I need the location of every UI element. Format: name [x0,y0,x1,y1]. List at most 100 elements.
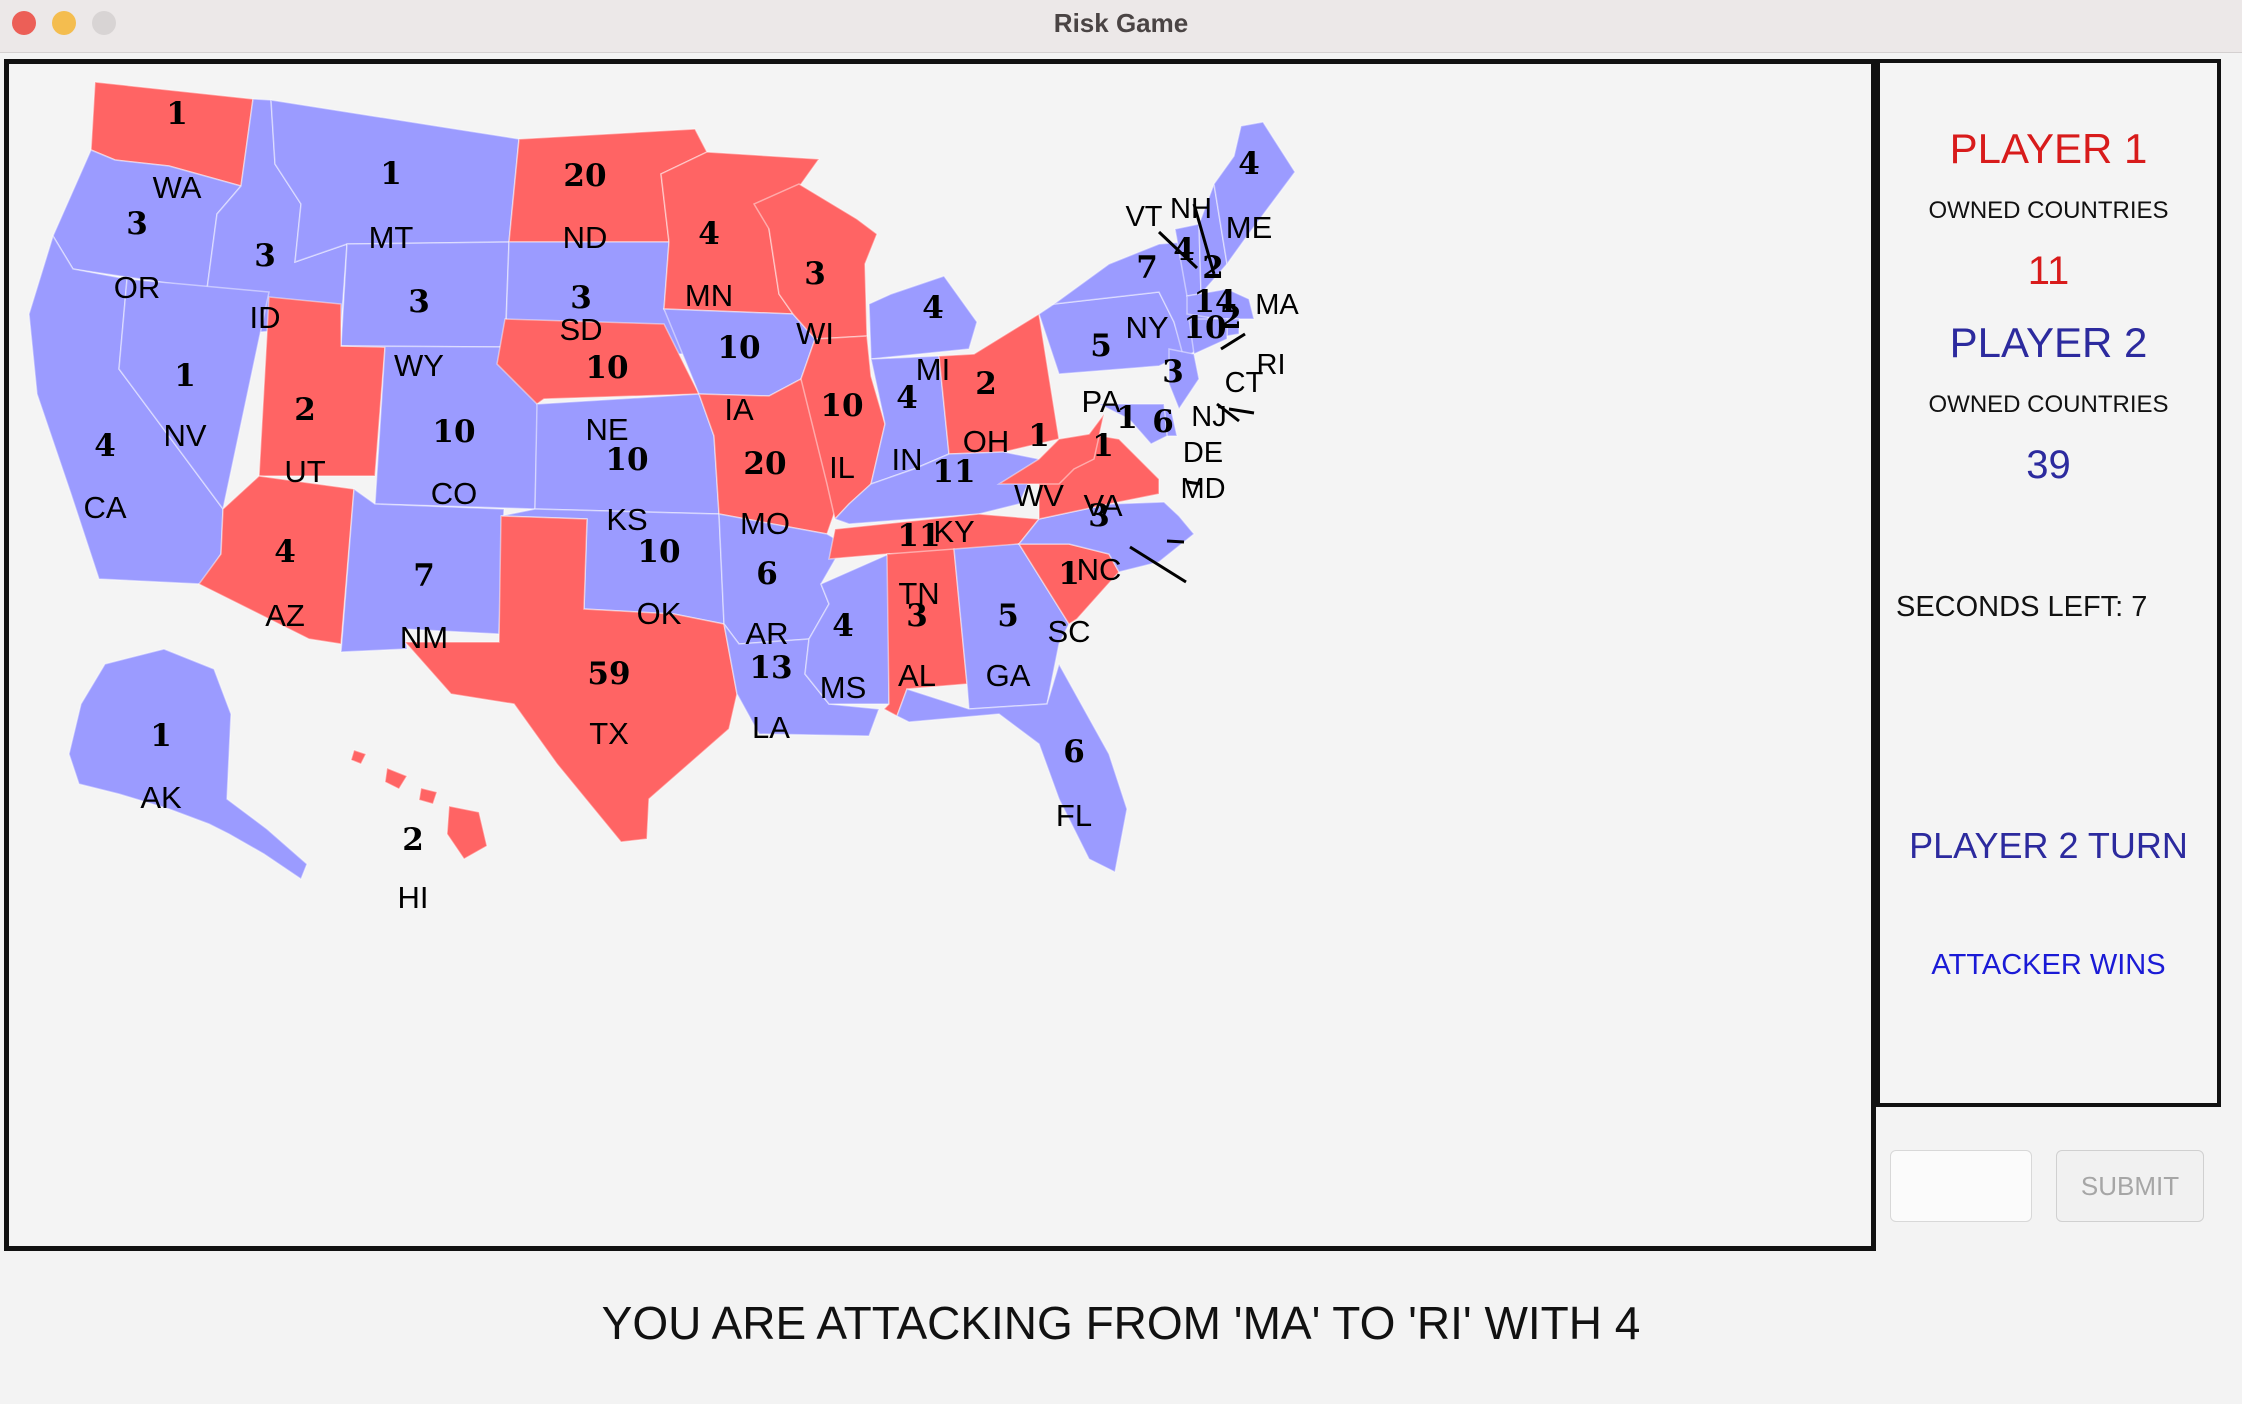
army-count-ri: 2 [1220,300,1242,336]
state-label-vt: VT [1125,201,1162,233]
army-count-ia: 10 [717,330,760,366]
territory-la[interactable] [723,623,881,737]
territory-az[interactable] [197,475,355,645]
army-count-ks: 10 [605,442,648,478]
army-count-mi: 4 [922,290,944,326]
army-count-sd: 3 [570,280,592,316]
state-label-nv: NV [163,418,206,453]
territory-hi[interactable] [350,749,488,860]
state-label-sd: SD [559,312,602,347]
army-count-co: 10 [432,414,475,450]
close-window-button[interactable] [12,11,36,35]
state-label-sc: SC [1047,614,1090,649]
army-count-ga: 5 [997,598,1019,634]
army-count-sc: 1 [1058,556,1080,592]
zoom-window-button[interactable] [92,11,116,35]
army-count-vt: 4 [1173,232,1195,268]
state-label-fl: FL [1056,798,1092,833]
army-count-id: 3 [254,238,276,274]
army-count-ms: 4 [832,608,854,644]
state-label-ma: MA [1255,289,1299,321]
state-label-ne: NE [585,412,628,447]
army-count-al: 3 [906,598,928,634]
army-count-mt: 1 [380,156,402,192]
territory-me[interactable] [1213,121,1296,266]
army-count-de: 6 [1152,404,1174,440]
current-turn-label: PLAYER 2 TURN [1909,825,2188,866]
state-label-wy: WY [394,348,444,383]
state-label-or: OR [114,270,161,305]
game-map: 1 WA 3 OR 4 CA 3 ID 1 NV 1 MT 3 WY 2 UT 4 AZ 10 CO 7 NM 20 ND 3 S… [4,59,1876,1251]
state-label-ok: OK [637,596,682,631]
state-label-wi: WI [796,316,834,351]
state-label-ar: AR [745,616,788,651]
army-count-hi: 2 [402,822,424,858]
title-bar: Risk Game [0,0,2242,53]
state-label-ks: KS [606,502,647,537]
state-label-wa: WA [153,170,202,205]
army-count-ut: 2 [294,392,316,428]
territory-ma[interactable] [1186,288,1255,320]
territory-wv[interactable] [996,413,1105,485]
territory-ct[interactable] [1188,318,1228,356]
territory-nj[interactable] [1168,348,1200,411]
territory-md[interactable] [1098,403,1168,445]
army-count-in: 4 [896,380,918,416]
state-label-nh: NH [1170,193,1212,225]
territory-ak[interactable] [68,648,308,881]
state-label-ky: KY [933,514,974,549]
army-count-tn: 11 [897,518,940,554]
state-label-hi: HI [398,880,429,915]
state-label-ri: RI [1257,349,1286,381]
player2-label: PLAYER 2 [1949,319,2148,366]
army-count-ky: 11 [932,454,975,490]
army-count-pa: 5 [1090,328,1112,364]
player1-owned-count: 11 [2027,249,2070,293]
army-count-ak: 1 [150,718,172,754]
state-label-nc: NC [1077,552,1122,587]
state-label-wv: WV [1014,478,1064,513]
army-count-az: 4 [274,534,296,570]
state-label-ct: CT [1225,367,1264,399]
armies-input[interactable] [1890,1150,2032,1222]
state-label-mi: MI [916,352,950,387]
territory-fl[interactable] [896,662,1128,874]
state-label-al: AL [898,658,936,693]
state-label-nd: ND [563,220,608,255]
army-count-fl: 6 [1063,734,1085,770]
state-label-ut: UT [284,454,325,489]
army-count-wy: 3 [408,284,430,320]
state-label-tn: TN [898,576,939,611]
state-label-ia: IA [724,392,754,427]
state-label-me: ME [1226,210,1273,245]
army-count-nj: 3 [1162,354,1184,390]
state-label-co: CO [431,476,478,511]
army-count-ma: 14 [1193,284,1236,320]
army-count-ct: 10 [1183,310,1226,346]
territory-ne[interactable] [496,318,701,405]
territory-ky[interactable] [833,451,1041,525]
territory-ga[interactable] [953,543,1070,710]
attack-status-message: YOU ARE ATTACKING FROM 'MA' TO 'RI' WITH… [601,1297,1641,1349]
state-label-il: IL [829,450,855,485]
army-count-ok: 10 [637,534,680,570]
state-label-mo: MO [740,506,790,541]
army-count-tx: 59 [587,656,630,692]
army-count-nv: 1 [174,358,196,394]
army-count-wv: 1 [1028,418,1050,454]
army-count-va: 1 [1092,428,1114,464]
seconds-left-timer: SECONDS LEFT: 7 [1896,591,2148,623]
state-label-nj: NJ [1191,401,1226,433]
submit-button[interactable]: SUBMIT [2056,1150,2204,1222]
territory-tx[interactable] [403,515,738,843]
army-count-me: 4 [1238,146,1260,182]
army-count-oh: 2 [975,366,997,402]
army-count-nh: 2 [1202,250,1224,286]
minimize-window-button[interactable] [52,11,76,35]
player1-label: PLAYER 1 [1949,125,2148,172]
territory-mi[interactable] [868,275,978,360]
state-label-ny: NY [1125,310,1168,345]
army-count-wa: 1 [166,96,188,132]
state-label-oh: OH [963,424,1010,459]
army-count-nm: 7 [413,558,435,594]
